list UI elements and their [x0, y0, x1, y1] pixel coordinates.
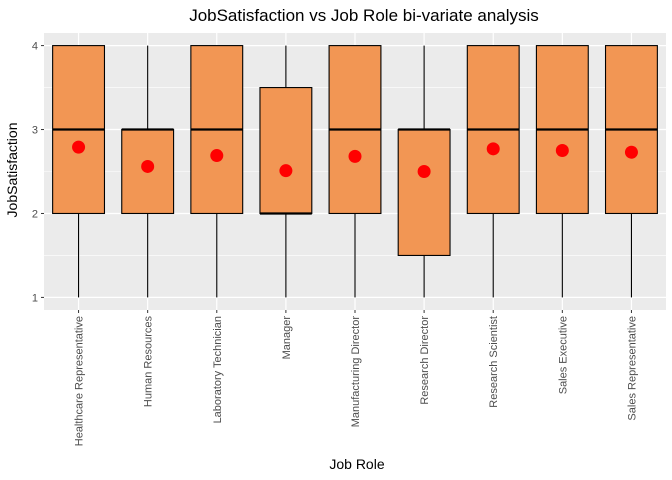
x-axis-ticks: Healthcare Representative Human Resources… [74, 310, 638, 446]
box-group [535, 45, 589, 298]
mean-point [348, 149, 362, 163]
x-axis-title: Job Role [329, 456, 384, 472]
box-group [466, 45, 520, 298]
box [259, 87, 313, 215]
y-tick-label: 2 [32, 208, 38, 220]
mean-point [486, 142, 500, 156]
box-group [328, 45, 382, 298]
x-tick-label: Human Resources [143, 316, 155, 408]
boxes [52, 45, 658, 298]
x-tick-label: Healthcare Representative [74, 316, 86, 446]
mean-point [210, 149, 224, 163]
box-group [190, 45, 244, 298]
y-tick-label: 1 [32, 292, 38, 304]
box-group [604, 45, 658, 298]
mean-point [624, 145, 638, 159]
x-tick-label: Sales Representative [626, 316, 638, 421]
x-tick-label: Research Director [419, 316, 431, 405]
y-tick-label: 4 [32, 41, 38, 53]
box [397, 128, 451, 256]
x-tick-label: Laboratory Technician [212, 316, 224, 423]
box-group [52, 45, 106, 298]
x-tick-label: Sales Executive [557, 316, 569, 394]
box-group [259, 45, 313, 298]
x-tick-label: Manager [281, 316, 293, 360]
x-tick-label: Manufacturing Director [350, 316, 362, 428]
mean-point [555, 144, 569, 158]
box-group [121, 45, 175, 298]
box-group [397, 45, 451, 298]
mean-point [279, 164, 293, 178]
y-tick-label: 3 [32, 125, 38, 137]
x-tick-label: Research Scientist [488, 316, 500, 408]
chart-title: JobSatisfaction vs Job Role bi-variate a… [189, 6, 539, 25]
mean-point [141, 159, 155, 173]
y-axis-title: JobSatisfaction [4, 123, 20, 218]
mean-point [72, 140, 86, 154]
y-axis-ticks: 1 2 3 4 [32, 41, 44, 304]
mean-point [417, 165, 431, 178]
